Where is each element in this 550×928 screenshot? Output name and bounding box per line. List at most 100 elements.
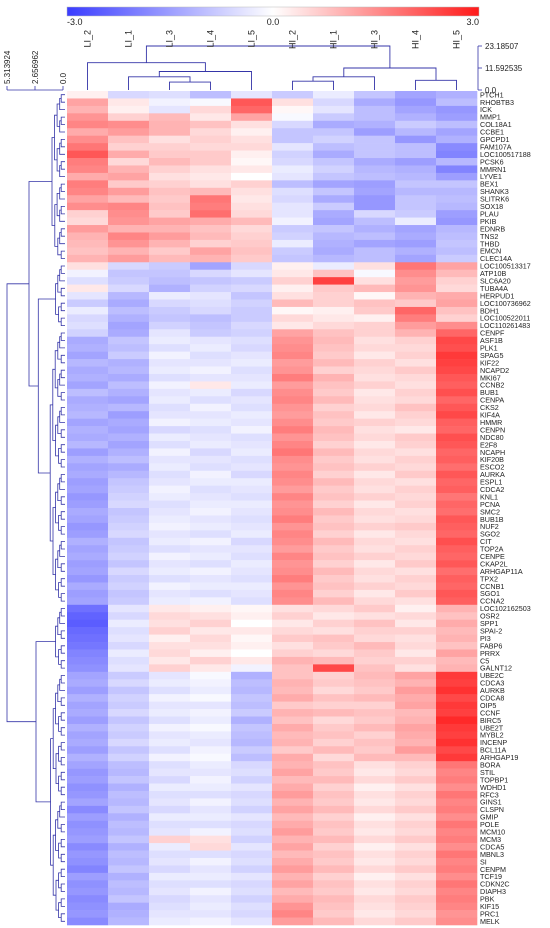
heatmap-cell xyxy=(67,887,109,896)
heatmap-cell xyxy=(149,642,191,650)
heatmap-cell xyxy=(354,798,396,807)
heatmap-cell xyxy=(231,455,273,464)
heatmap-cell xyxy=(190,500,232,509)
heatmap-cell xyxy=(436,299,478,308)
heatmap-cell xyxy=(190,411,232,419)
heatmap-cell xyxy=(313,850,355,859)
heatmap-cell xyxy=(395,604,437,613)
heatmap-cell xyxy=(108,306,150,315)
heatmap-cell xyxy=(272,865,314,874)
row-label: SPAG5 xyxy=(480,351,503,360)
heatmap-cell xyxy=(395,433,437,442)
heatmap-cell xyxy=(272,344,314,352)
heatmap-cell xyxy=(231,716,273,725)
heatmap-cell xyxy=(395,485,437,494)
heatmap-cell xyxy=(354,582,396,591)
row-label: GPCPD1 xyxy=(480,135,510,144)
heatmap-cell xyxy=(436,180,478,189)
heatmap-cell xyxy=(190,269,232,278)
heatmap-cell xyxy=(395,426,437,434)
heatmap-cell xyxy=(108,701,150,710)
heatmap-cell xyxy=(436,239,478,248)
heatmap-cell xyxy=(231,470,273,479)
heatmap-cell xyxy=(313,388,355,397)
heatmap-cell xyxy=(231,232,273,241)
heatmap-cell xyxy=(436,694,478,702)
heatmap-cell xyxy=(149,582,191,591)
heatmap-cell xyxy=(149,493,191,501)
heatmap-cell xyxy=(436,195,478,203)
heatmap-cell xyxy=(354,426,396,434)
heatmap-cell xyxy=(436,880,478,889)
heatmap-cell xyxy=(190,351,232,360)
heatmap-cell xyxy=(272,575,314,583)
heatmap-cell xyxy=(67,656,109,665)
heatmap-cell xyxy=(395,597,437,606)
heatmap-cell xyxy=(272,120,314,129)
heatmap-cell xyxy=(231,105,273,114)
heatmap-cell xyxy=(354,537,396,546)
heatmap-cell xyxy=(108,180,150,189)
heatmap-cell xyxy=(313,306,355,315)
heatmap-cell xyxy=(272,232,314,241)
heatmap-cell xyxy=(190,545,232,553)
heatmap-cell xyxy=(395,232,437,241)
heatmap-cell xyxy=(354,880,396,889)
heatmap-cell xyxy=(108,158,150,166)
row-label: PCSK6 xyxy=(480,157,504,166)
heatmap-cell xyxy=(436,604,478,613)
heatmap-cell xyxy=(190,701,232,710)
row-label: OSR2 xyxy=(480,612,500,621)
row-label: KIF4A xyxy=(480,411,500,420)
dendrogram-branch xyxy=(60,496,65,505)
heatmap-cell xyxy=(313,604,355,613)
row-label: SLITRK6 xyxy=(480,195,509,204)
heatmap-cell xyxy=(231,664,273,673)
heatmap-cell xyxy=(108,560,150,568)
heatmap-cell xyxy=(354,530,396,539)
heatmap-cell xyxy=(190,738,232,747)
heatmap-cell xyxy=(149,351,191,360)
heatmap-cell xyxy=(190,239,232,248)
heatmap-cell xyxy=(190,463,232,472)
heatmap-cell xyxy=(67,701,109,710)
heatmap-cell xyxy=(436,381,478,390)
heatmap-cell xyxy=(67,872,109,881)
heatmap-cell xyxy=(149,567,191,576)
heatmap-cell xyxy=(313,262,355,271)
heatmap-cell xyxy=(313,239,355,248)
heatmap-cell xyxy=(190,589,232,598)
heatmap-cell xyxy=(108,522,150,531)
heatmap-cell xyxy=(231,448,273,457)
heatmap-cell xyxy=(108,135,150,144)
heatmap-cell xyxy=(67,686,109,695)
row-label: EDNRB xyxy=(480,224,505,233)
heatmap-cell xyxy=(354,470,396,479)
dendrogram-branch xyxy=(60,139,65,148)
heatmap-cell xyxy=(231,120,273,129)
dendrogram-branch xyxy=(60,824,65,833)
heatmap-cell xyxy=(108,396,150,405)
heatmap-cell xyxy=(313,493,355,501)
heatmap-cell xyxy=(149,701,191,710)
heatmap-cell xyxy=(108,895,150,903)
heatmap-cell xyxy=(436,135,478,144)
heatmap-cell xyxy=(395,225,437,233)
heatmap-cell xyxy=(149,694,191,702)
heatmap-cell xyxy=(272,403,314,412)
heatmap-cell xyxy=(149,813,191,822)
heatmap-cell xyxy=(67,723,109,732)
heatmap-cell xyxy=(313,143,355,151)
heatmap-cell xyxy=(149,619,191,628)
heatmap-cell xyxy=(149,545,191,553)
heatmap-cell xyxy=(67,634,109,643)
heatmap-cell xyxy=(149,172,191,181)
heatmap-cell xyxy=(354,768,396,777)
heatmap-cell xyxy=(354,373,396,382)
heatmap-cell xyxy=(436,895,478,903)
heatmap-cell xyxy=(354,872,396,881)
heatmap-cell xyxy=(354,195,396,203)
heatmap-cell xyxy=(108,277,150,285)
heatmap-cell xyxy=(395,738,437,747)
heatmap-cell xyxy=(149,634,191,643)
